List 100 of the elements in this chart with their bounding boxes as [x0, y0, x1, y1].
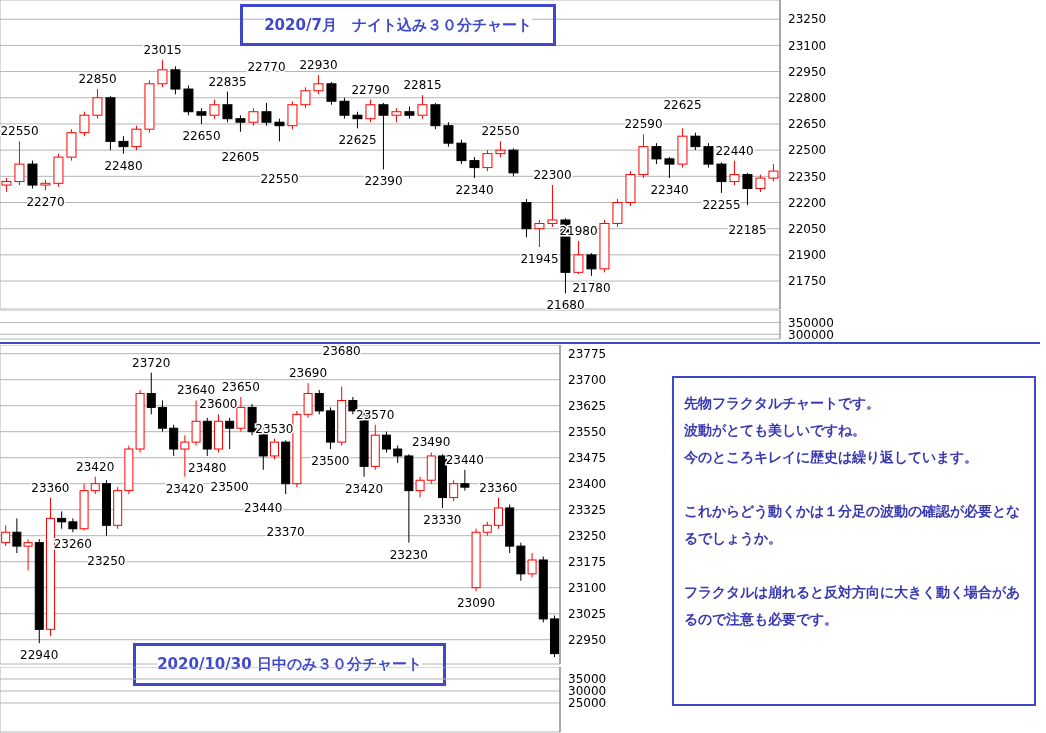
annotation: 22480 [104, 158, 143, 173]
candlestick [157, 399, 167, 433]
candlestick [586, 252, 597, 277]
y-tick-label: 22350 [788, 169, 827, 184]
candlestick [716, 161, 727, 194]
y-tick-label: 35000 [568, 672, 607, 687]
annotation: 23420 [76, 459, 115, 474]
y-tick-label: 23100 [788, 38, 827, 53]
candlestick [27, 160, 38, 190]
y-tick-label: 22050 [788, 221, 827, 236]
candlestick [92, 88, 103, 120]
annotation: 22790 [351, 82, 390, 97]
candlestick [742, 172, 753, 206]
annotation: 22185 [728, 223, 767, 238]
annotation: 23090 [456, 596, 496, 611]
y-tick-label: 23250 [788, 12, 827, 27]
y-tick-label: 23250 [568, 528, 607, 543]
y-tick-label: 30000 [568, 684, 607, 699]
annotation: 22770 [247, 60, 286, 74]
candlestick [225, 417, 235, 450]
y-tick-label: 23175 [568, 554, 607, 569]
candlestick [12, 517, 22, 554]
y-tick-label: 22650 [788, 117, 827, 132]
annotation: 23500 [210, 480, 249, 495]
y-tick-label: 21750 [788, 274, 827, 289]
candlestick [456, 139, 467, 165]
annotation: 21945 [520, 252, 559, 267]
annotation: 23360 [479, 480, 518, 495]
annotation: 22850 [78, 72, 117, 87]
candlestick [261, 102, 272, 127]
annotation: 22255 [702, 197, 741, 212]
annotation: 23690 [288, 366, 328, 381]
candlestick [651, 142, 662, 165]
candlestick [573, 240, 584, 275]
candlestick [508, 147, 519, 177]
text: 波動がとても美しいですね。 [684, 421, 867, 440]
y-tick-label: 22800 [788, 91, 827, 106]
candlestick [326, 81, 337, 106]
annotation: 22390 [364, 174, 403, 189]
candlestick [534, 219, 545, 248]
annotation: 23420 [165, 481, 204, 496]
annotation: 23480 [188, 460, 227, 475]
candlestick [729, 160, 740, 186]
candlestick [14, 140, 25, 186]
annotation: 22625 [663, 98, 702, 113]
candlestick [547, 184, 558, 228]
annotation: 23330 [423, 512, 462, 527]
annotation: 23360 [31, 480, 70, 495]
candlestick [183, 85, 194, 116]
candlestick [313, 74, 324, 95]
annotation: 23680 [322, 343, 361, 358]
candlestick [664, 156, 675, 179]
annotation: 22650 [182, 128, 221, 143]
annotation: 23440 [244, 500, 283, 515]
annotation: 22550 [481, 124, 520, 139]
candlestick [417, 94, 428, 120]
y-tick-label: 300000 [788, 327, 834, 342]
annotation: 23230 [389, 547, 428, 562]
annotation: 23370 [266, 525, 305, 540]
annotation: 22625 [338, 133, 377, 148]
candlestick [527, 552, 537, 578]
annotation: 22440 [715, 143, 754, 158]
y-tick-label: 350000 [788, 315, 834, 330]
annotation: 21780 [572, 280, 611, 295]
annotation: 22340 [650, 183, 689, 198]
y-tick-label: 23100 [568, 580, 607, 595]
annotation: 23640 [176, 383, 216, 398]
annotation: 22815 [403, 78, 442, 93]
candlestick [460, 469, 470, 492]
candlestick [79, 111, 90, 137]
text: 2020/10/30 日中のみ３０分チャート [157, 655, 422, 674]
candlestick [146, 372, 156, 415]
candlestick [381, 431, 391, 453]
annotation: 21680 [546, 298, 585, 313]
candlestick [365, 99, 376, 123]
y-tick-label: 23475 [568, 450, 607, 465]
candlestick [274, 118, 285, 142]
annotation: 22590 [624, 117, 663, 132]
annotation: 22300 [533, 168, 572, 183]
annotation: 22340 [455, 183, 494, 198]
annotation: 23650 [221, 380, 260, 395]
annotation: 23600 [199, 397, 238, 412]
annotation: 23250 [87, 553, 126, 568]
candlestick [443, 121, 454, 148]
candlestick [300, 86, 311, 109]
candlestick [378, 102, 389, 170]
candlestick [449, 479, 459, 502]
y-tick-label: 23325 [568, 502, 607, 517]
text: これからどう動くかは１分足の波動の確認が必要となるでしょうか。 [684, 502, 1021, 548]
candlestick [169, 424, 179, 457]
candlestick [469, 156, 480, 179]
y-tick-label: 23700 [568, 372, 607, 387]
y-tick-label: 21900 [788, 248, 827, 263]
y-tick-label: 23625 [568, 398, 607, 413]
text: 先物フラクタルチャートです。 [684, 394, 881, 413]
candlestick [236, 396, 246, 433]
annotation: 22550 [260, 172, 299, 187]
annotation: 22930 [299, 58, 338, 73]
y-tick-label: 25000 [568, 696, 607, 711]
annotation: 23720 [132, 355, 171, 370]
